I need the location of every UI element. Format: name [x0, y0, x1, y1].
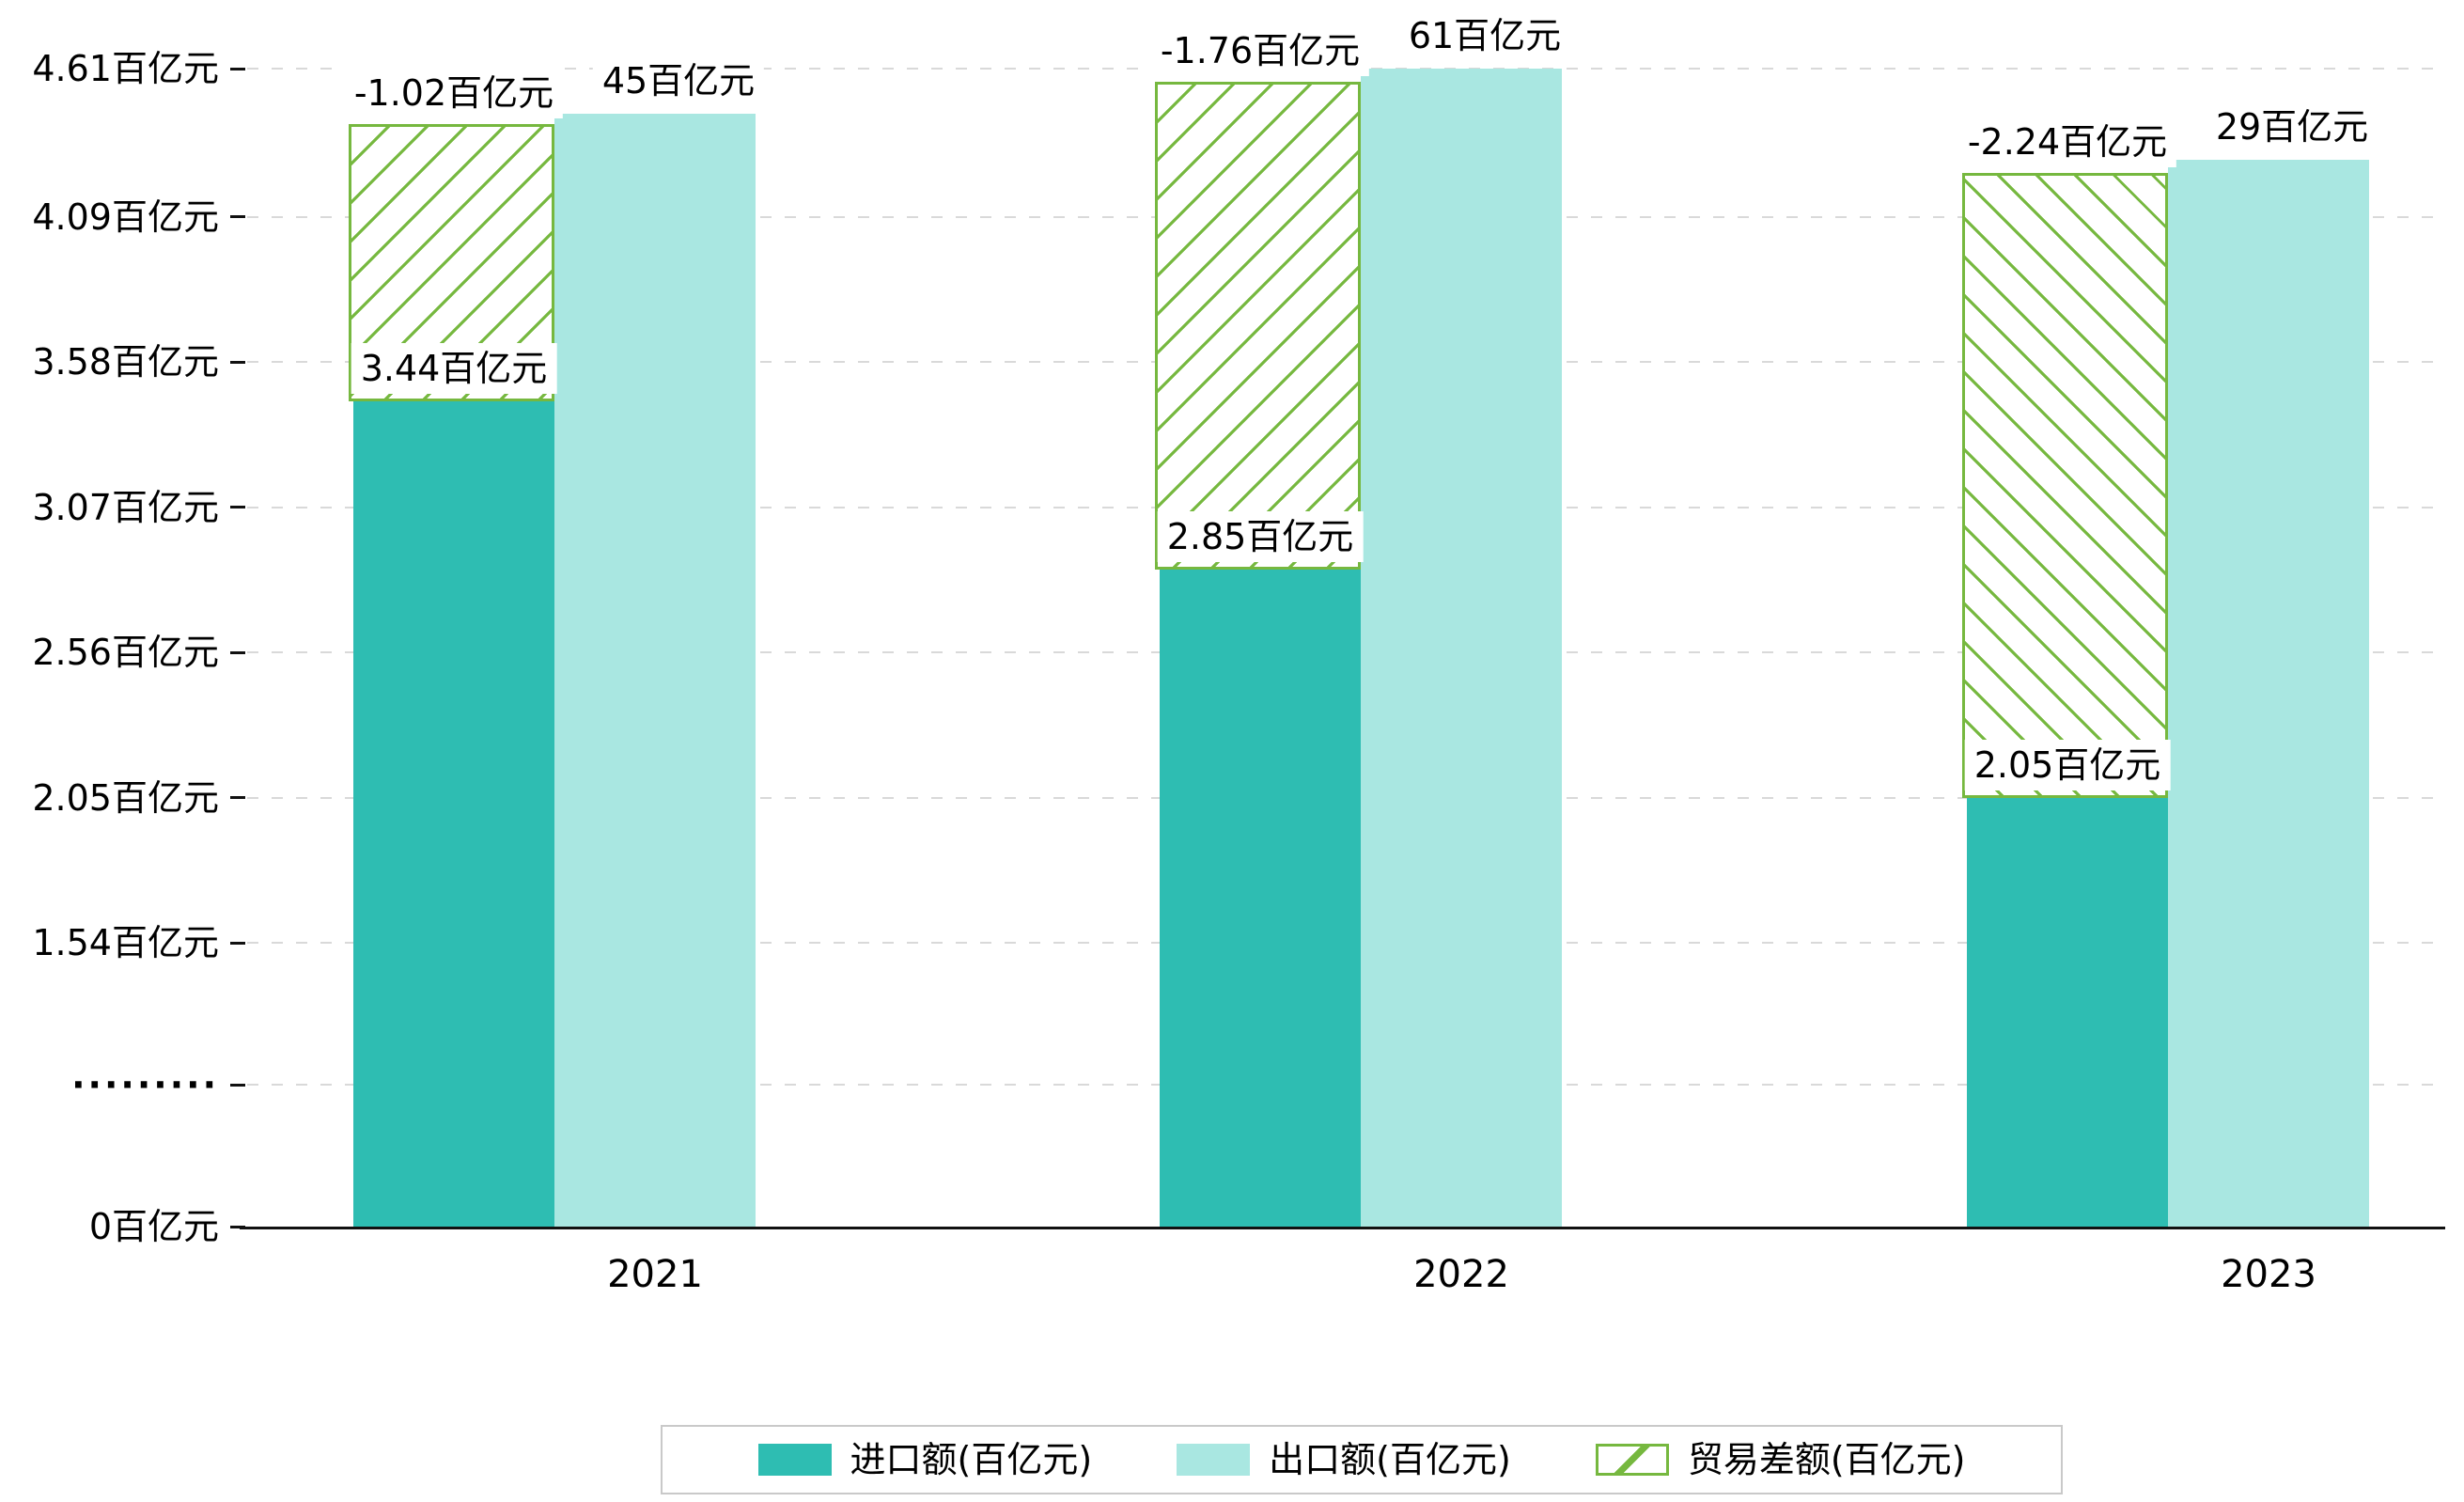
export-bar-2021 — [554, 114, 756, 1227]
export-value-label: 29百亿元 — [2206, 101, 2378, 152]
x-axis-label-2022: 2022 — [1413, 1253, 1509, 1296]
import-value-label: 3.44百亿元 — [351, 343, 557, 395]
y-axis-label: 2.05百亿元 — [32, 776, 219, 819]
y-axis-tick — [230, 67, 245, 70]
balance-swatch-icon — [1595, 1444, 1669, 1476]
balance-value-label: -1.02百亿元 — [344, 68, 564, 119]
y-axis-tick — [230, 506, 245, 509]
legend-item-balance: 贸易差额(百亿元) — [1595, 1438, 1966, 1481]
y-axis-label: 4.09百亿元 — [32, 196, 219, 238]
y-axis-tick — [230, 1225, 245, 1228]
legend-item-import: 进口额(百亿元) — [757, 1438, 1093, 1481]
y-axis-tick — [230, 1083, 245, 1087]
import-value-label: 2.05百亿元 — [1964, 739, 2171, 790]
export-value-label: 61百亿元 — [1398, 10, 1571, 61]
legend-label: 贸易差额(百亿元) — [1687, 1439, 1966, 1480]
y-axis-label: ········· — [71, 1064, 219, 1105]
export-bar-2022 — [1361, 69, 1562, 1227]
trade-balance-bar-2023 — [1962, 172, 2168, 798]
export-value-label: 45百亿元 — [592, 55, 765, 107]
x-axis-line — [240, 1227, 2445, 1229]
import-bar-2021 — [353, 401, 554, 1227]
legend-label: 进口额(百亿元) — [850, 1439, 1093, 1480]
y-axis-tick — [230, 215, 245, 219]
y-axis-tick — [230, 796, 245, 799]
y-axis-tick — [230, 650, 245, 654]
y-axis-label: 3.58百亿元 — [32, 341, 219, 383]
y-axis-label: 0百亿元 — [88, 1206, 219, 1247]
import-bar-2022 — [1160, 570, 1361, 1227]
x-axis-label-2023: 2023 — [2221, 1253, 2316, 1296]
y-axis-label: 4.61百亿元 — [32, 48, 219, 89]
export-bar-2023 — [2168, 159, 2369, 1227]
legend-label: 出口额(百亿元) — [1269, 1439, 1511, 1480]
y-axis-label: 2.56百亿元 — [32, 632, 219, 673]
import-value-label: 2.85百亿元 — [1157, 511, 1364, 563]
y-axis-tick — [230, 360, 245, 364]
balance-value-label: -2.24百亿元 — [1957, 116, 2177, 167]
trade-balance-bar-2022 — [1155, 82, 1361, 571]
balance-value-label: -1.76百亿元 — [1150, 25, 1370, 76]
y-axis-tick — [230, 941, 245, 945]
y-axis-label: 1.54百亿元 — [32, 922, 219, 963]
legend-item-export: 出口额(百亿元) — [1177, 1438, 1511, 1481]
export-swatch-icon — [1177, 1444, 1251, 1476]
x-axis-label-2021: 2021 — [607, 1253, 703, 1296]
y-axis-label: 3.07百亿元 — [32, 486, 219, 528]
import-swatch-icon — [757, 1444, 832, 1476]
legend: 进口额(百亿元) 出口额(百亿元) 贸易差额(百亿元) — [661, 1425, 2063, 1494]
import-bar-2023 — [1967, 797, 2168, 1227]
